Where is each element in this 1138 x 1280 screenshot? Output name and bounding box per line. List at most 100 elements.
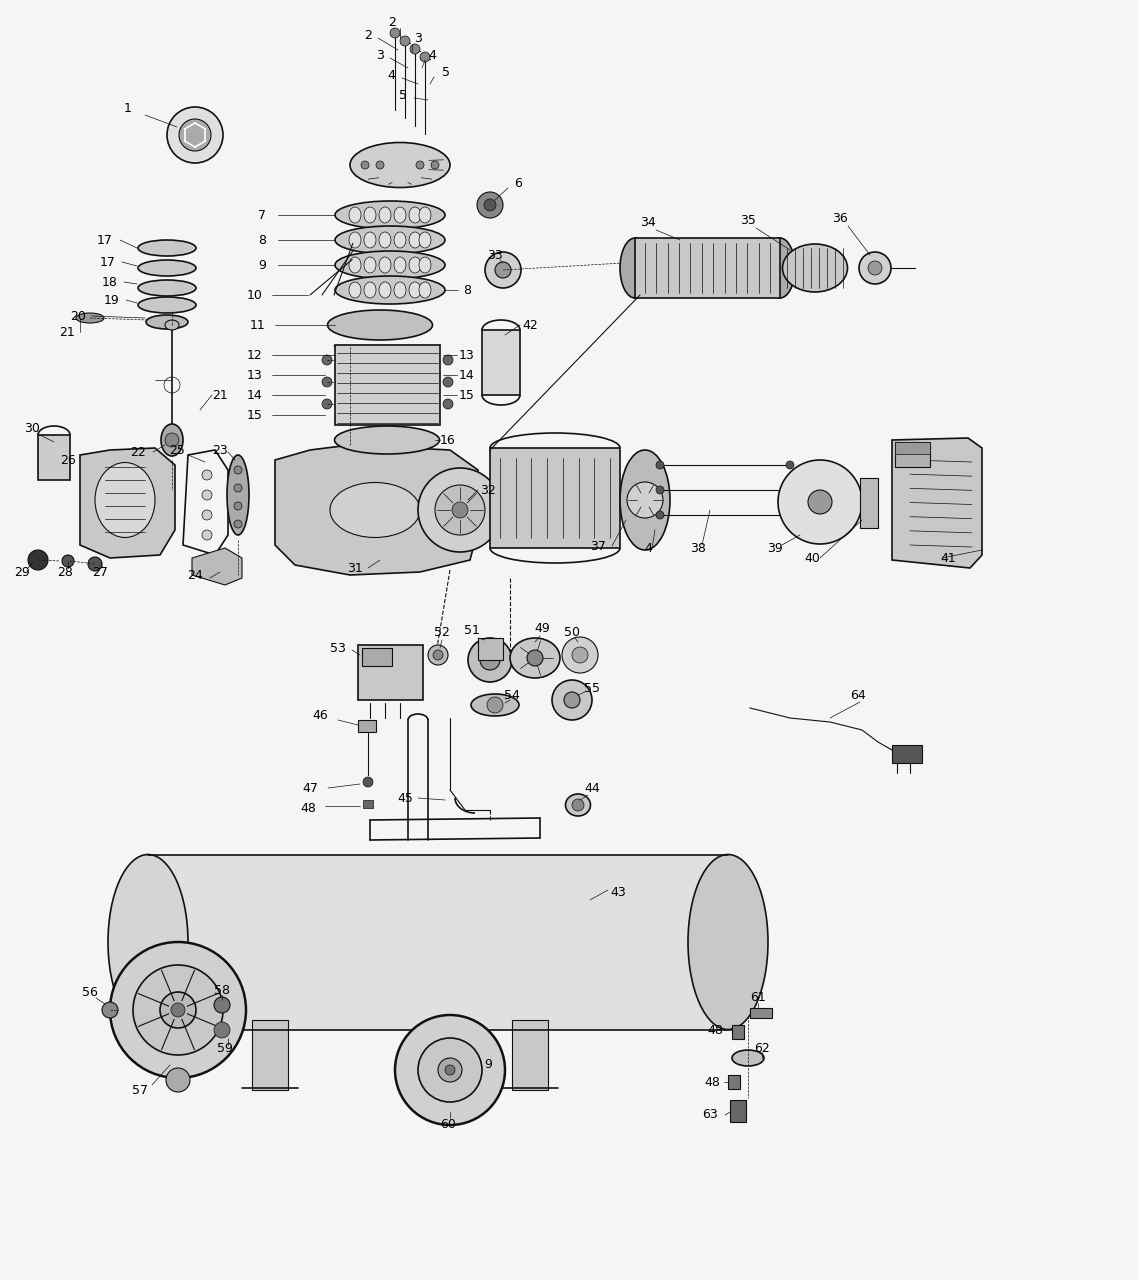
Polygon shape <box>833 502 852 522</box>
Circle shape <box>133 965 223 1055</box>
Circle shape <box>572 799 584 812</box>
Text: 64: 64 <box>850 689 866 701</box>
Text: 63: 63 <box>702 1108 718 1121</box>
Text: 15: 15 <box>459 389 475 402</box>
Circle shape <box>322 378 332 387</box>
Circle shape <box>438 1059 462 1082</box>
Circle shape <box>627 483 663 518</box>
Bar <box>892 745 922 763</box>
Text: 9: 9 <box>484 1059 492 1071</box>
Circle shape <box>322 355 332 365</box>
Circle shape <box>418 1038 483 1102</box>
Ellipse shape <box>146 315 188 329</box>
Circle shape <box>418 468 502 552</box>
Ellipse shape <box>138 297 196 314</box>
Text: 12: 12 <box>247 348 263 361</box>
Circle shape <box>487 698 503 713</box>
Ellipse shape <box>349 207 361 223</box>
Ellipse shape <box>349 257 361 273</box>
Text: 26: 26 <box>60 453 76 466</box>
Text: 25: 25 <box>170 443 185 457</box>
Text: 54: 54 <box>504 689 520 701</box>
Circle shape <box>655 486 663 494</box>
Text: 19: 19 <box>104 293 119 306</box>
Text: 60: 60 <box>440 1119 456 1132</box>
Ellipse shape <box>351 142 450 187</box>
Text: 48: 48 <box>300 801 316 814</box>
Text: 48: 48 <box>707 1024 723 1037</box>
Text: 7: 7 <box>258 209 266 221</box>
Circle shape <box>203 509 212 520</box>
Circle shape <box>322 399 332 410</box>
Text: 47: 47 <box>302 782 318 795</box>
Polygon shape <box>275 445 478 575</box>
Circle shape <box>485 252 521 288</box>
Text: 3: 3 <box>414 32 422 45</box>
Text: 46: 46 <box>312 709 328 722</box>
Text: 4: 4 <box>387 69 395 82</box>
Polygon shape <box>785 497 808 508</box>
Text: 28: 28 <box>57 566 73 579</box>
Circle shape <box>484 198 496 211</box>
Text: 49: 49 <box>534 622 550 635</box>
Text: 55: 55 <box>584 681 600 695</box>
Circle shape <box>431 161 439 169</box>
Polygon shape <box>251 1020 288 1091</box>
Bar <box>750 1009 772 1018</box>
Text: 16: 16 <box>440 434 456 447</box>
Text: 21: 21 <box>59 325 75 338</box>
Polygon shape <box>823 512 830 536</box>
Text: 13: 13 <box>459 348 475 361</box>
Text: 56: 56 <box>82 986 98 998</box>
Ellipse shape <box>138 241 196 256</box>
Circle shape <box>786 486 794 494</box>
Ellipse shape <box>379 257 391 273</box>
Ellipse shape <box>335 426 439 454</box>
Circle shape <box>786 461 794 468</box>
Polygon shape <box>512 1020 549 1091</box>
Text: 15: 15 <box>247 408 263 421</box>
Ellipse shape <box>335 227 445 253</box>
Bar <box>894 442 930 454</box>
Text: 1: 1 <box>124 101 132 114</box>
Bar <box>860 477 879 529</box>
Bar <box>362 648 391 666</box>
Polygon shape <box>192 548 242 585</box>
Text: 30: 30 <box>24 421 40 434</box>
Circle shape <box>61 556 74 567</box>
Text: 45: 45 <box>397 791 413 805</box>
Circle shape <box>480 650 500 669</box>
Bar <box>148 855 728 1030</box>
Circle shape <box>483 1042 498 1059</box>
Circle shape <box>778 460 861 544</box>
Ellipse shape <box>379 282 391 298</box>
Ellipse shape <box>620 451 670 550</box>
Circle shape <box>420 52 430 61</box>
Text: 21: 21 <box>212 389 228 402</box>
Text: 17: 17 <box>100 256 116 269</box>
Text: 27: 27 <box>92 566 108 579</box>
Circle shape <box>443 355 453 365</box>
Ellipse shape <box>335 201 445 229</box>
Text: 62: 62 <box>754 1042 770 1055</box>
Text: 43: 43 <box>610 886 626 899</box>
Text: 34: 34 <box>640 215 655 229</box>
Text: 2: 2 <box>364 28 372 41</box>
Text: 53: 53 <box>330 641 346 654</box>
Circle shape <box>203 490 212 500</box>
Text: 3: 3 <box>376 49 384 61</box>
Polygon shape <box>80 448 175 558</box>
Bar <box>728 1075 740 1089</box>
Circle shape <box>432 650 443 660</box>
Circle shape <box>445 1065 455 1075</box>
Bar <box>729 1100 747 1123</box>
Ellipse shape <box>364 257 376 273</box>
Ellipse shape <box>138 260 196 276</box>
Circle shape <box>234 484 242 492</box>
Ellipse shape <box>394 282 406 298</box>
Text: 13: 13 <box>247 369 263 381</box>
Text: 33: 33 <box>487 248 503 261</box>
Text: 58: 58 <box>214 983 230 997</box>
Circle shape <box>868 261 882 275</box>
Polygon shape <box>794 515 817 530</box>
